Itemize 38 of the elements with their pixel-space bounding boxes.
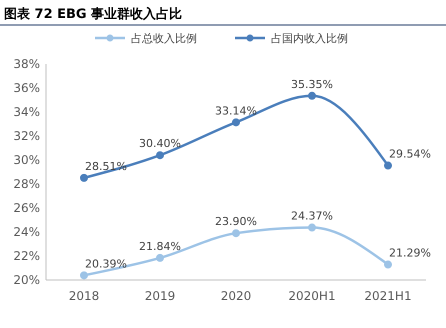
point [80,271,88,280]
data-label: 29.54% [389,148,431,161]
x-tick-label: 2020H1 [288,289,336,303]
data-label: 30.40% [139,137,181,150]
y-tick-label: 32% [13,129,40,143]
data-label: 35.35% [291,78,333,91]
y-tick-label: 38% [13,57,40,71]
legend-label: 占总收入比例 [131,32,197,45]
x-tick-label: 2021H1 [364,289,412,303]
point [384,260,392,269]
point [308,92,316,100]
data-label: 24.37% [291,210,333,223]
point [232,229,240,238]
data-label: 23.90% [215,215,257,228]
y-tick-label: 28% [13,177,40,191]
data-label: 20.39% [85,257,127,270]
point [156,254,164,262]
y-tick-label: 30% [13,153,40,167]
y-tick-label: 34% [13,105,40,119]
data-label: 28.51% [85,160,127,173]
point [308,224,316,232]
x-tick-label: 2019 [144,289,176,303]
y-tick-label: 20% [13,273,40,287]
point [232,118,240,126]
x-tick-label: 2018 [68,289,100,303]
chart-title: 图表 72 EBG 事业群收入占比 [4,6,182,22]
data-label: 21.84% [139,240,181,253]
point [80,174,88,182]
y-tick-label: 26% [13,201,40,215]
point [384,162,392,170]
data-label: 33.14% [215,104,257,118]
y-tick-label: 36% [13,81,40,95]
x-tick-label: 2020 [220,289,252,303]
y-tick-label: 22% [13,249,40,263]
y-tick-label: 24% [13,225,40,239]
point [156,151,164,160]
legend-label: 占国内收入比例 [271,32,348,45]
data-label: 21.29% [389,246,431,260]
